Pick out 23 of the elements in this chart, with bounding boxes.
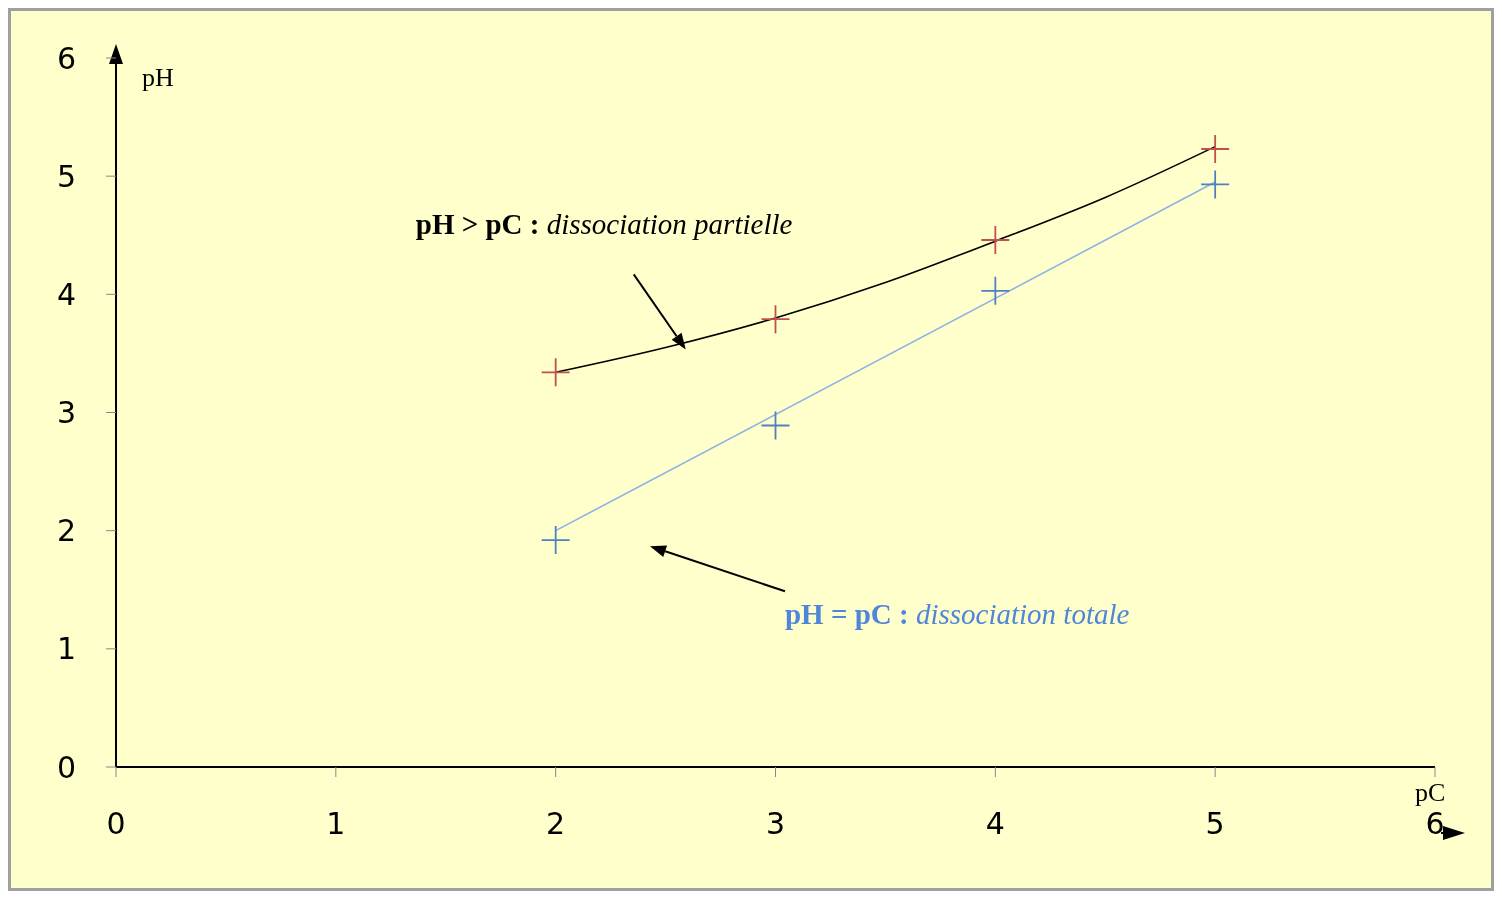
y-tick-label: 4 (56, 276, 76, 312)
point (1201, 134, 1230, 163)
point (541, 358, 570, 387)
x-tick-label: 3 (765, 806, 786, 842)
y-tick-label: 5 (56, 158, 76, 194)
y-tick-label: 0 (56, 749, 76, 785)
x-tick-label: 1 (326, 806, 346, 842)
point (981, 276, 1010, 305)
annotation: pH = pC : dissociation totale (784, 598, 1130, 631)
x-tick-label: 5 (1205, 806, 1225, 842)
x-tick-label: 6 (1425, 806, 1445, 842)
x-axis-title: pC (1415, 778, 1446, 807)
point (541, 526, 570, 555)
y-axis-title: pH (142, 63, 174, 92)
y-tick-label: 2 (56, 513, 76, 549)
x-tick-label: 2 (546, 806, 566, 842)
point (981, 225, 1010, 254)
y-tick-label: 3 (56, 395, 76, 431)
y-tick-label: 6 (56, 40, 76, 76)
x-tick-label: 0 (106, 806, 126, 842)
x-tick-label: 4 (985, 806, 1005, 842)
annotation: pH > pC : dissociation partielle (415, 208, 793, 241)
y-tick-label: 1 (56, 631, 76, 667)
